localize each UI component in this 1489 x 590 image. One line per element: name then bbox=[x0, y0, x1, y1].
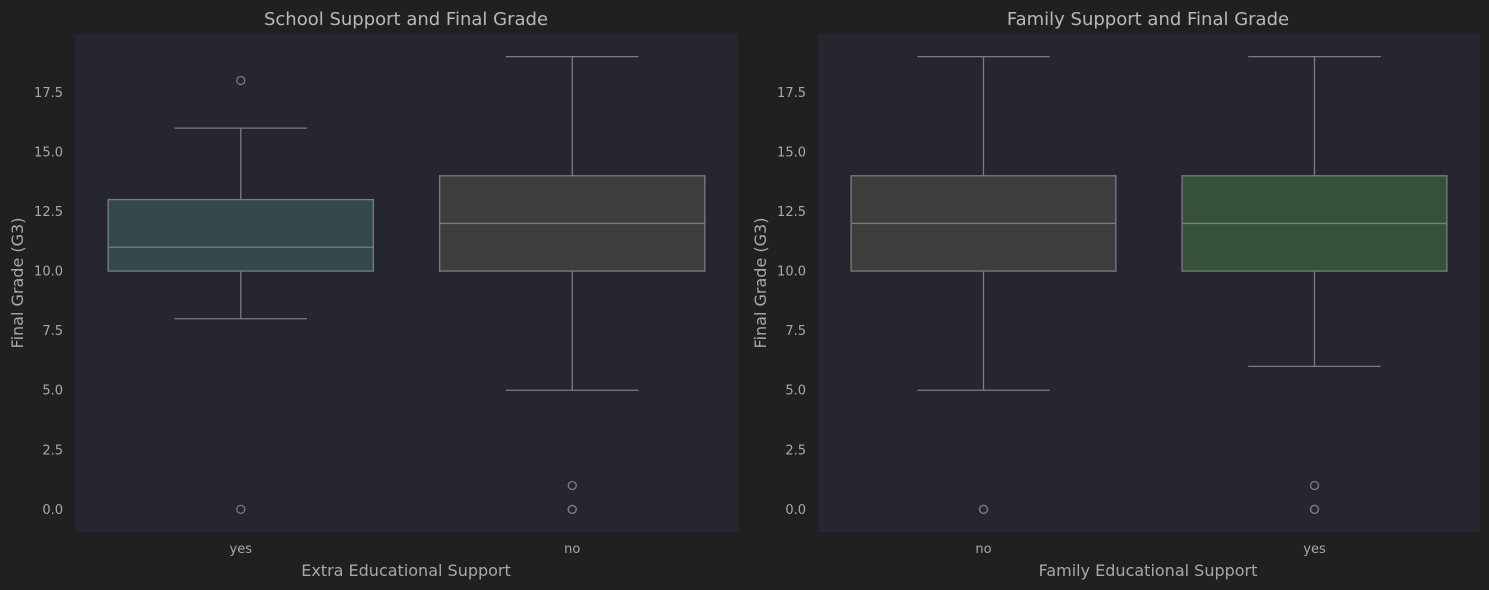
y-tick-label: 2.5 bbox=[42, 443, 63, 458]
y-ticks-school: 0.0 2.5 5.0 7.5 10.0 12.5 15.0 17.5 bbox=[34, 86, 63, 518]
y-tick-label: 7.5 bbox=[785, 324, 806, 339]
y-tick-label: 0.0 bbox=[42, 503, 63, 518]
x-ticks-family: no yes bbox=[975, 542, 1326, 557]
plot-area-school bbox=[75, 34, 738, 532]
box-yes bbox=[107, 75, 375, 515]
iqr-box bbox=[107, 198, 375, 272]
chart-title-family: Family Support and Final Grade bbox=[1007, 9, 1289, 30]
chart-school-support: School Support and Final Grade Extra Edu… bbox=[8, 9, 738, 580]
outlier-point bbox=[567, 504, 577, 515]
x-axis-label-family: Family Educational Support bbox=[1039, 561, 1258, 580]
chart-family-support: Family Support and Final Grade Family Ed… bbox=[751, 9, 1480, 580]
y-tick-label: 10.0 bbox=[34, 265, 63, 280]
outlier-point bbox=[978, 504, 989, 515]
box-no bbox=[438, 55, 706, 515]
chart-title-school: School Support and Final Grade bbox=[264, 9, 548, 30]
x-tick-label: yes bbox=[1303, 542, 1326, 557]
plot-area-family bbox=[818, 34, 1480, 532]
y-ticks-family: 0.0 2.5 5.0 7.5 10.0 12.5 15.0 17.5 bbox=[777, 86, 806, 518]
boxes-school bbox=[107, 55, 706, 515]
outlier-point bbox=[236, 75, 246, 86]
x-tick-label: no bbox=[564, 542, 580, 557]
x-ticks-school: yes no bbox=[230, 542, 581, 557]
x-axis-label-school: Extra Educational Support bbox=[301, 561, 511, 580]
y-tick-label: 15.0 bbox=[777, 145, 806, 160]
outlier-point bbox=[1309, 480, 1320, 491]
y-tick-label: 5.0 bbox=[785, 384, 806, 399]
outlier-point bbox=[567, 480, 577, 491]
y-axis-label-school: Final Grade (G3) bbox=[8, 218, 27, 349]
y-tick-label: 7.5 bbox=[42, 324, 63, 339]
x-tick-label: no bbox=[975, 542, 991, 557]
boxes-family bbox=[850, 55, 1448, 515]
outlier-point bbox=[1309, 504, 1320, 515]
y-tick-label: 0.0 bbox=[785, 503, 806, 518]
outlier-point bbox=[236, 504, 246, 515]
box-yes bbox=[1181, 55, 1448, 515]
box-no bbox=[850, 55, 1117, 515]
y-tick-label: 12.5 bbox=[777, 205, 806, 220]
y-tick-label: 17.5 bbox=[34, 86, 63, 101]
x-tick-label: yes bbox=[230, 542, 253, 557]
y-tick-label: 5.0 bbox=[42, 384, 63, 399]
y-tick-label: 2.5 bbox=[785, 443, 806, 458]
y-axis-label-family: Final Grade (G3) bbox=[751, 218, 770, 349]
y-tick-label: 17.5 bbox=[777, 86, 806, 101]
y-tick-label: 10.0 bbox=[777, 265, 806, 280]
y-tick-label: 12.5 bbox=[34, 205, 63, 220]
y-tick-label: 15.0 bbox=[34, 145, 63, 160]
